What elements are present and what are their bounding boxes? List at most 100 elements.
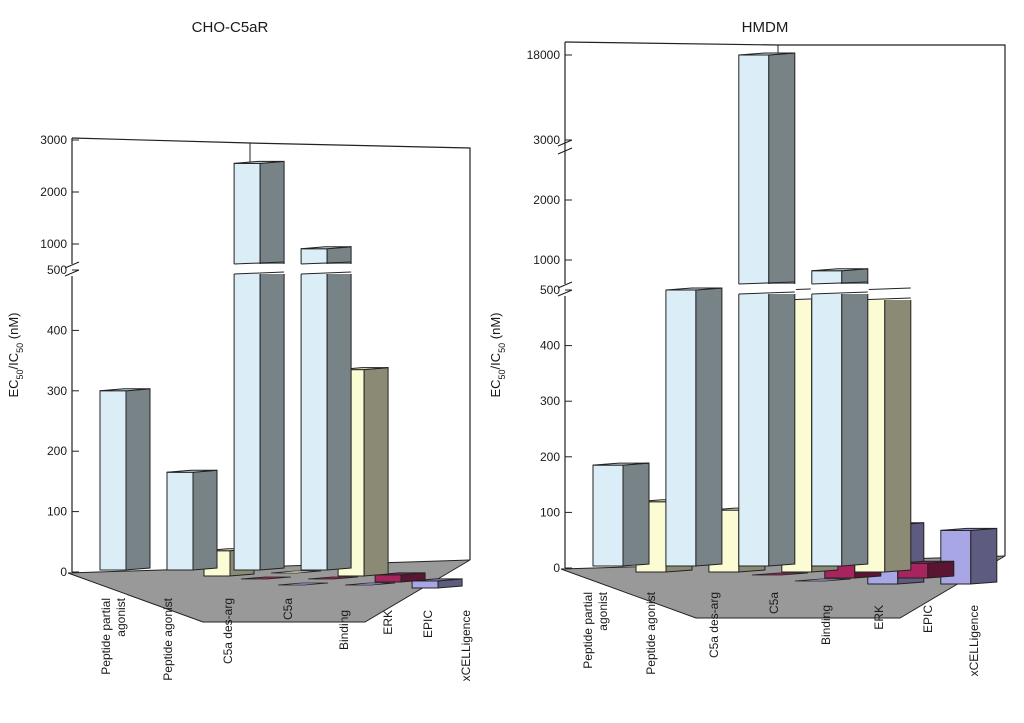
bar-top <box>345 582 396 586</box>
bar-binding-0 <box>99 388 151 571</box>
bar-side <box>125 388 151 571</box>
bar-top <box>665 287 722 291</box>
category-label: Peptide agonist <box>161 597 175 680</box>
y-tick-label: 3000 <box>40 133 67 147</box>
bar-top <box>99 388 151 392</box>
y-axis-label-part: 50 <box>15 369 25 379</box>
bar-xcelligence-2 <box>345 582 396 586</box>
category-label: Peptide partialagonist <box>581 591 610 668</box>
bar-front <box>811 270 843 567</box>
category-label-line: agonist <box>596 591 610 630</box>
y-axis-label: EC50/IC50 (nM) <box>488 312 507 397</box>
bar-side <box>695 287 723 567</box>
category-label-line: Peptide agonist <box>644 591 658 674</box>
bar-side <box>363 367 389 577</box>
bar-xcelligence-3 <box>411 578 463 589</box>
bar-top <box>277 582 329 586</box>
assay-label: Binding <box>819 605 833 645</box>
bar-side <box>259 160 285 571</box>
y-axis-label-part: EC <box>6 379 21 397</box>
category-label-line: C5a des-arg <box>221 598 235 664</box>
bar-front <box>592 464 624 567</box>
bar-binding-3 <box>300 246 353 571</box>
category-label: Peptide partialagonist <box>99 597 128 674</box>
bar-break-line <box>301 271 352 275</box>
category-label: C5a <box>281 598 295 620</box>
category-label-line: C5a <box>281 598 295 620</box>
bar-front <box>374 574 402 583</box>
bar-side <box>884 292 912 573</box>
bar-binding-2 <box>737 52 796 567</box>
y-tick-label: 400 <box>47 323 67 337</box>
bar-binding-1 <box>665 287 723 567</box>
y-tick-label: 18000 <box>527 48 561 62</box>
y-tick-label: 400 <box>540 339 560 353</box>
bar-top <box>592 462 650 466</box>
bar-break-line <box>234 261 285 265</box>
bar-break-line <box>738 281 795 285</box>
category-label-line: Peptide partial <box>99 598 113 675</box>
bar-xcelligence-1 <box>794 578 851 582</box>
bar-break-line <box>811 281 868 285</box>
bar-break-gap <box>780 290 839 300</box>
category-label: C5a des-arg <box>221 598 235 664</box>
back-wall-edge <box>71 137 471 560</box>
y-tick-label: 0 <box>553 561 560 575</box>
axis-break-mark <box>557 281 573 297</box>
bar-top <box>301 246 352 250</box>
chart-panel-1: CHO-C5aR0100200300400500100020003000EC50… <box>6 19 473 681</box>
bar-break-gap <box>233 264 286 274</box>
bar-top <box>897 560 954 564</box>
bar-binding-2 <box>233 160 286 571</box>
y-tick-label: 300 <box>47 384 67 398</box>
category-label: Peptide agonist <box>644 591 658 674</box>
bar-break-line <box>234 271 285 275</box>
bar-top <box>940 527 997 531</box>
y-axis-label-part: 50 <box>497 343 507 353</box>
y-tick-label: 200 <box>540 450 560 464</box>
bar-side <box>841 268 869 567</box>
y-tick-label: 2000 <box>533 193 560 207</box>
bar-top <box>811 268 868 272</box>
y-axis-label: EC50/IC50 (nM) <box>6 312 25 397</box>
y-axis-label-part: (nM) <box>488 312 503 342</box>
bar-epic-1 <box>240 576 292 580</box>
category-label-line: C5a <box>767 592 781 614</box>
y-axis-label-part: /IC <box>6 353 21 370</box>
axis-break-mark <box>64 261 80 277</box>
bar-side <box>927 560 955 579</box>
chart-panel-2: HMDM010020030040050010002000300018000EC5… <box>488 19 1006 676</box>
chart-title: CHO-C5aR <box>192 19 269 36</box>
bar-side <box>768 52 796 567</box>
category-label: C5a des-arg <box>707 592 721 658</box>
y-tick-label: 500 <box>540 283 560 297</box>
y-axis-label-part: 50 <box>497 369 507 379</box>
y-tick-label: 300 <box>540 394 560 408</box>
y-tick-label: 100 <box>540 505 560 519</box>
bar-xcelligence-1 <box>277 582 329 586</box>
bar-front <box>233 162 261 571</box>
y-axis-label-part: /IC <box>488 353 503 370</box>
y-tick-label: 3000 <box>533 133 560 147</box>
bar-break-gap <box>853 290 912 300</box>
bar-binding-3 <box>810 268 869 567</box>
category-label-line: Peptide agonist <box>161 597 175 680</box>
category-label-line: C5a des-arg <box>707 592 721 658</box>
assay-label: Binding <box>337 610 351 650</box>
y-axis-label-part: 50 <box>15 343 25 353</box>
chart-title: HMDM <box>742 19 789 36</box>
bar-break-gap <box>300 264 353 274</box>
bar-front <box>166 471 194 571</box>
bar-binding-0 <box>592 462 650 567</box>
bar-front <box>300 248 328 571</box>
bar-break-line <box>811 291 868 295</box>
category-label-line: agonist <box>114 597 128 636</box>
bar-top <box>794 578 851 582</box>
bar-erk-2 <box>271 570 322 574</box>
bar-top <box>240 576 292 580</box>
y-tick-label: 100 <box>47 505 67 519</box>
bar-side <box>326 246 352 571</box>
y-tick-label: 0 <box>60 565 67 579</box>
bar-side <box>622 462 650 567</box>
category-label: C5a <box>767 592 781 614</box>
